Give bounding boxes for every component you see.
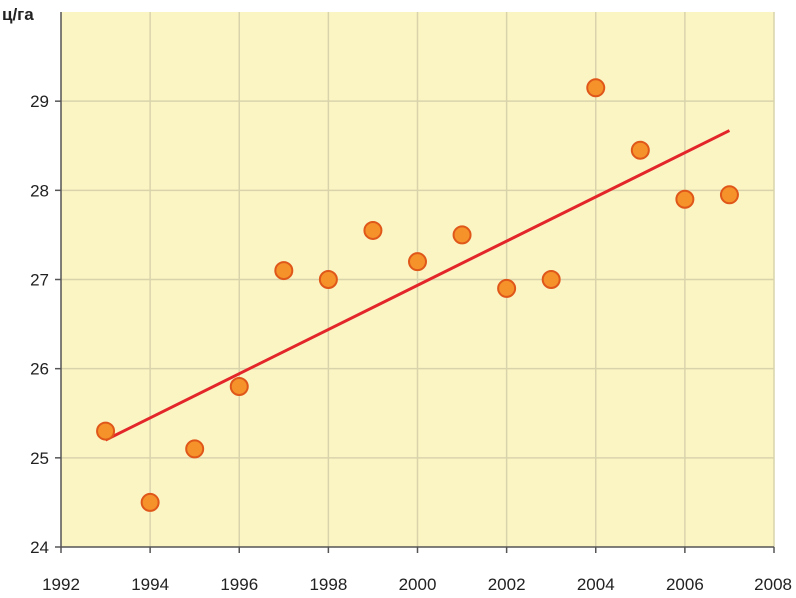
x-tick-label: 2000 xyxy=(399,575,437,594)
data-point xyxy=(497,278,517,298)
x-tick-label: 2008 xyxy=(754,575,792,594)
data-point xyxy=(274,261,294,281)
x-tick-label: 1992 xyxy=(42,575,80,594)
data-point xyxy=(630,140,650,160)
data-point xyxy=(541,270,561,289)
data-point xyxy=(719,185,739,205)
data-point xyxy=(452,225,472,245)
y-tick-labels: 24 25 26 27 28 29 xyxy=(30,92,49,557)
data-point xyxy=(675,189,695,209)
data-points xyxy=(96,78,739,512)
x-tick-labels: 1992 1994 1996 1998 2000 2002 2004 2006 2008 xyxy=(42,575,792,594)
data-point xyxy=(363,220,383,240)
data-point xyxy=(318,270,338,289)
data-point xyxy=(408,252,427,272)
axes xyxy=(55,12,775,553)
y-tick-label: 28 xyxy=(30,181,49,200)
x-tick-label: 1994 xyxy=(131,575,169,594)
x-tick-label: 1998 xyxy=(309,575,347,594)
x-tick-label: 2004 xyxy=(577,575,615,594)
y-tick-label: 29 xyxy=(30,92,49,111)
trend-line xyxy=(104,129,731,442)
x-tick-label: 2002 xyxy=(488,575,526,594)
y-tick-label: 25 xyxy=(30,449,49,468)
data-point xyxy=(140,492,160,512)
x-tick-label: 1996 xyxy=(220,575,258,594)
y-tick-label: 24 xyxy=(30,538,49,557)
data-point xyxy=(185,439,205,459)
data-point xyxy=(96,421,116,441)
y-tick-label: 26 xyxy=(30,360,49,379)
y-axis-unit-label: ц/га xyxy=(2,5,34,24)
y-tick-label: 27 xyxy=(30,271,49,290)
data-point xyxy=(586,78,606,98)
x-tick-label: 2006 xyxy=(666,575,704,594)
data-point xyxy=(229,377,249,396)
